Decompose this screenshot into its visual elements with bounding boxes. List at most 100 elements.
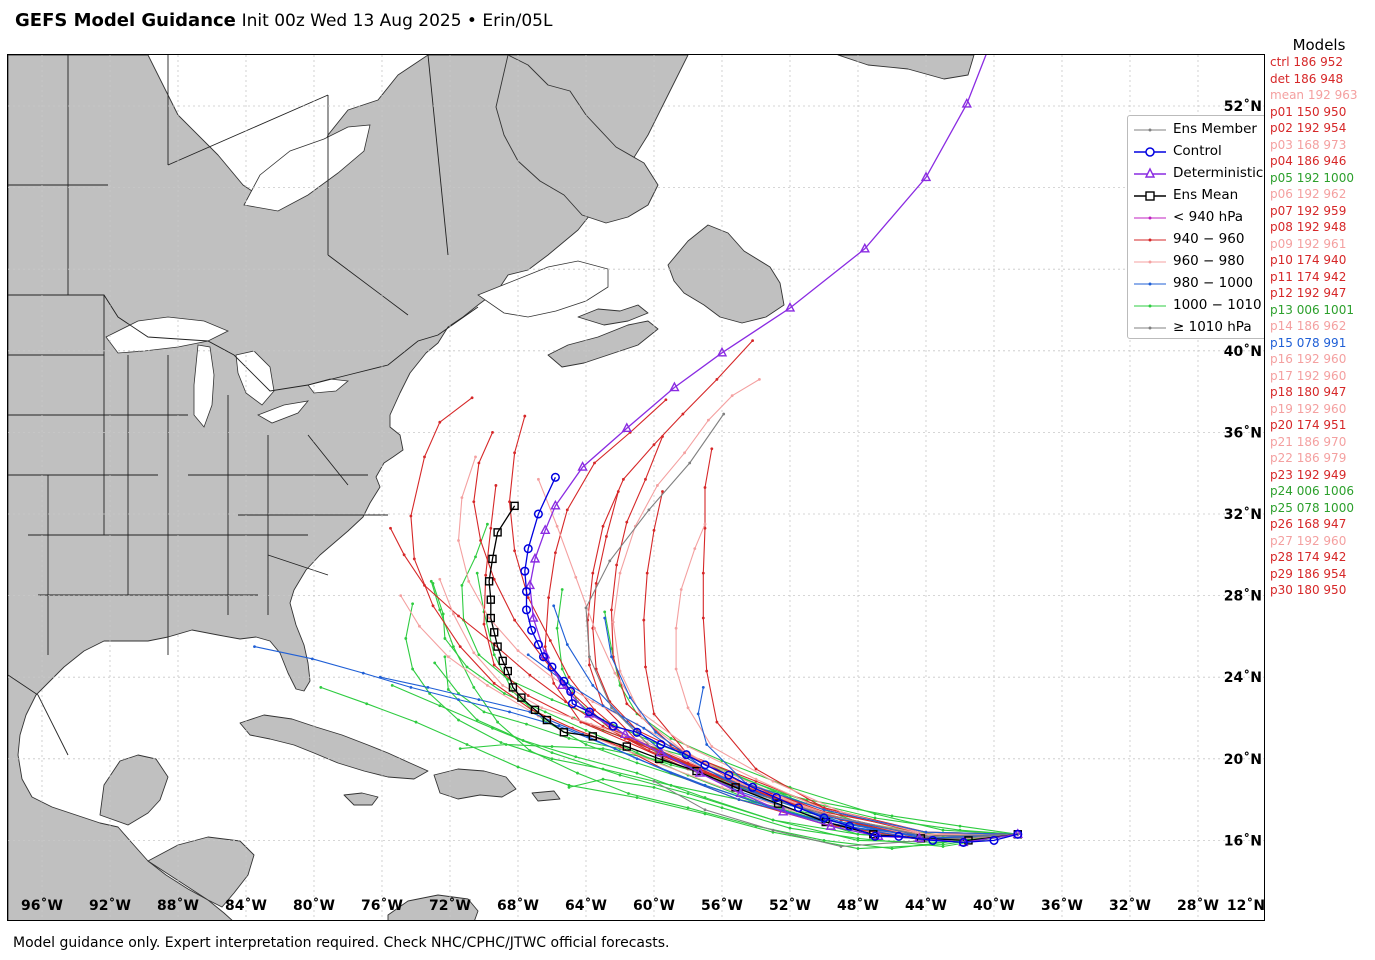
ensemble-point bbox=[528, 749, 532, 753]
mean-marker bbox=[503, 666, 512, 676]
control-marker bbox=[656, 739, 666, 750]
border-us-canada bbox=[8, 294, 479, 392]
ensemble-point bbox=[890, 847, 894, 850]
ensemble-point bbox=[771, 818, 775, 822]
ensemble-point bbox=[475, 718, 479, 722]
land-puerto-rico bbox=[531, 790, 561, 802]
mean-marker bbox=[588, 732, 597, 741]
ensemble-point bbox=[564, 700, 567, 704]
lon-tick-label: 52˚W bbox=[769, 897, 811, 914]
ensemble-point bbox=[472, 686, 476, 689]
lake-michigan bbox=[193, 344, 215, 428]
ensemble-point bbox=[423, 455, 426, 459]
ensemble-point bbox=[656, 484, 659, 487]
hudson-bay-part bbox=[243, 124, 371, 212]
ensemble-point bbox=[555, 524, 559, 528]
ensemble-point bbox=[452, 645, 455, 648]
ensemble-point bbox=[565, 508, 569, 512]
control-marker bbox=[894, 831, 904, 841]
lon-tick-label: 40˚W bbox=[973, 897, 1015, 914]
ensemble-point bbox=[669, 763, 673, 767]
mean-marker bbox=[517, 693, 526, 702]
model-entry: p26 168 947 bbox=[1270, 517, 1347, 531]
ensemble-point bbox=[319, 686, 323, 689]
ensemble-point bbox=[492, 663, 496, 667]
ensemble-member-track bbox=[434, 662, 1018, 835]
ensemble-point bbox=[715, 720, 719, 724]
control-marker bbox=[533, 640, 543, 650]
ensemble-point bbox=[610, 647, 613, 651]
ensemble-point bbox=[664, 398, 668, 402]
ensemble-point bbox=[707, 418, 710, 422]
lon-tick-label: 60˚W bbox=[633, 897, 675, 914]
ensemble-point bbox=[423, 584, 426, 587]
model-entry: p05 192 1000 bbox=[1270, 170, 1354, 185]
control-marker bbox=[523, 544, 533, 554]
land-cuba bbox=[239, 714, 429, 780]
great-lakes bbox=[105, 124, 609, 428]
ensemble-point bbox=[457, 614, 460, 618]
control-marker bbox=[928, 835, 938, 845]
lat-tick-label: 16˚N bbox=[1224, 832, 1262, 849]
ensemble-point bbox=[603, 610, 607, 614]
ensemble-point bbox=[611, 620, 615, 624]
ensemble-point bbox=[543, 645, 547, 648]
ensemble-point bbox=[508, 710, 511, 714]
ensemble-point bbox=[438, 577, 442, 581]
model-entry: p11 174 942 bbox=[1270, 269, 1347, 284]
ensemble-point bbox=[705, 743, 709, 746]
ensemble-point bbox=[701, 686, 705, 689]
control-marker bbox=[559, 676, 569, 686]
ensemble-member-track bbox=[585, 413, 1018, 837]
ensemble-point bbox=[492, 577, 496, 581]
ensemble-point bbox=[492, 681, 496, 685]
ensemble-point bbox=[644, 477, 647, 481]
ensemble-point bbox=[584, 728, 588, 732]
ensemble-point bbox=[537, 477, 540, 481]
models-list: ctrl 186 952 det 186 948 mean 192 963 p01 1… bbox=[1270, 54, 1375, 599]
ensemble-point bbox=[489, 526, 493, 530]
legend-label: Control bbox=[1173, 143, 1222, 159]
ensemble-point bbox=[591, 683, 595, 687]
ensemble-point bbox=[601, 704, 605, 708]
ensemble-point bbox=[642, 618, 646, 622]
ensemble-point bbox=[431, 604, 435, 608]
ensemble-point bbox=[588, 663, 591, 667]
title-bold: GEFS Model Guidance bbox=[15, 10, 236, 31]
ensemble-point bbox=[484, 573, 488, 577]
ensemble-point bbox=[457, 718, 460, 722]
ensemble-point bbox=[601, 777, 605, 781]
ensemble-point bbox=[622, 477, 625, 481]
ensemble-point bbox=[703, 808, 707, 812]
ensemble-point bbox=[594, 581, 598, 585]
control-marker bbox=[958, 837, 968, 847]
model-entry: p28 174 942 bbox=[1270, 550, 1347, 564]
ensemble-point bbox=[640, 716, 644, 720]
ensemble-point bbox=[402, 553, 406, 557]
det-marker bbox=[524, 579, 536, 590]
ensemble-point bbox=[452, 612, 455, 616]
det-marker bbox=[859, 242, 870, 253]
ensemble-point bbox=[409, 514, 413, 518]
track-map[interactable]: 96˚W 92˚W 88˚W 84˚W 80˚W 76˚W 72˚W 68˚W 64˚W 60˚W… bbox=[8, 55, 1265, 921]
ensemble-point bbox=[710, 447, 714, 451]
map-frame[interactable]: 96˚W 92˚W 88˚W 84˚W 80˚W 76˚W 72˚W 68˚W 64˚W 60˚W… bbox=[7, 54, 1265, 921]
ensemble-point bbox=[856, 847, 860, 850]
models-panel: Models ctrl 186 952 det 186 948 mean 192 9… bbox=[1270, 36, 1375, 599]
lon-tick-label: 36˚W bbox=[1041, 897, 1083, 914]
land-yucatan bbox=[99, 754, 169, 826]
ensemble-point bbox=[479, 539, 482, 542]
ensemble-point bbox=[429, 579, 433, 583]
det-marker bbox=[528, 612, 539, 622]
legend-label: 1000 − 1010 bbox=[1173, 297, 1262, 313]
model-entry: p29 186 954 bbox=[1270, 566, 1347, 581]
ensemble-point bbox=[603, 616, 607, 620]
ensemble-point bbox=[412, 557, 416, 561]
control-track bbox=[520, 472, 1023, 847]
ensemble-point bbox=[701, 616, 705, 620]
ensemble-point bbox=[610, 655, 613, 659]
det-line bbox=[529, 55, 1018, 844]
legend-label: Deterministic bbox=[1173, 165, 1264, 181]
legend-item: < 940 hPa bbox=[1128, 207, 1264, 229]
ensemble-point bbox=[486, 683, 489, 687]
